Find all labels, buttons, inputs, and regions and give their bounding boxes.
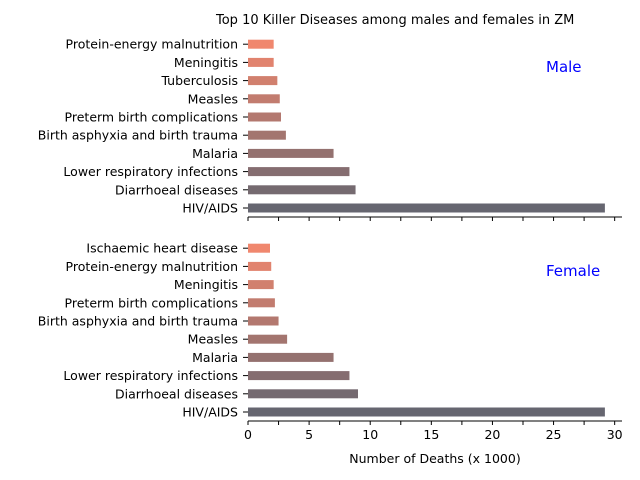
y-tick-label: Ischaemic heart disease xyxy=(86,241,238,256)
bar-male-9 xyxy=(248,39,274,49)
bar-male-8 xyxy=(248,57,274,67)
y-tick-label: HIV/AIDS xyxy=(182,405,238,420)
bar-male-0 xyxy=(248,203,605,213)
male-panel: HIV/AIDS Diarrhoeal diseases Lower respira… xyxy=(38,37,622,221)
y-tick-label: Preterm birth complications xyxy=(65,295,238,310)
y-tick-label: Lower respiratory infections xyxy=(63,164,238,179)
x-tick-label: 25 xyxy=(546,427,562,442)
y-tick-label: Diarrhoeal diseases xyxy=(115,386,238,401)
y-tick-label: HIV/AIDS xyxy=(182,201,238,216)
bar-male-6 xyxy=(248,94,280,104)
bar-male-7 xyxy=(248,76,278,86)
y-tick-label: Malaria xyxy=(192,146,238,161)
y-tick-label: Diarrhoeal diseases xyxy=(115,182,238,197)
y-tick-label: Protein-energy malnutrition xyxy=(66,259,238,274)
x-tick-label: 15 xyxy=(423,427,439,442)
x-tick-label: 10 xyxy=(362,427,378,442)
bar-female-2 xyxy=(248,371,350,381)
bar-female-8 xyxy=(248,261,272,271)
bar-female-0 xyxy=(248,407,605,417)
bar-male-5 xyxy=(248,112,281,122)
y-tick-label: Meningitis xyxy=(174,55,238,70)
bar-female-5 xyxy=(248,316,279,326)
bar-female-4 xyxy=(248,334,288,344)
x-tick-label: 0 xyxy=(244,427,252,442)
y-tick-label: Malaria xyxy=(192,350,238,365)
y-tick-label: Measles xyxy=(188,91,238,106)
chart-title: Top 10 Killer Diseases among males and f… xyxy=(215,13,574,28)
y-tick-label: Meningitis xyxy=(174,277,238,292)
y-tick-label: Birth asphyxia and birth trauma xyxy=(38,128,238,143)
y-tick-label: Preterm birth complications xyxy=(65,110,238,125)
bar-female-3 xyxy=(248,352,334,362)
x-axis-title: Number of Deaths (x 1000) xyxy=(349,451,520,466)
bar-male-4 xyxy=(248,130,286,140)
x-tick-label: 20 xyxy=(484,427,500,442)
y-tick-label: Birth asphyxia and birth trauma xyxy=(38,314,238,329)
bar-male-3 xyxy=(248,148,334,158)
bar-female-9 xyxy=(248,243,270,253)
bar-male-2 xyxy=(248,167,350,177)
bar-female-1 xyxy=(248,389,358,399)
y-tick-label: Tuberculosis xyxy=(160,73,238,88)
x-tick-label: 5 xyxy=(305,427,313,442)
x-tick-label: 30 xyxy=(607,427,623,442)
panel-label-male: Male xyxy=(546,58,582,76)
panel-label-female: Female xyxy=(546,262,600,280)
female-panel: HIV/AIDS Diarrhoeal diseases Lower respira… xyxy=(38,241,623,442)
bar-female-7 xyxy=(248,280,274,290)
bar-female-6 xyxy=(248,298,275,308)
y-tick-label: Measles xyxy=(188,332,238,347)
bar-male-1 xyxy=(248,185,356,195)
y-tick-label: Protein-energy malnutrition xyxy=(66,37,238,52)
y-tick-label: Lower respiratory infections xyxy=(63,368,238,383)
